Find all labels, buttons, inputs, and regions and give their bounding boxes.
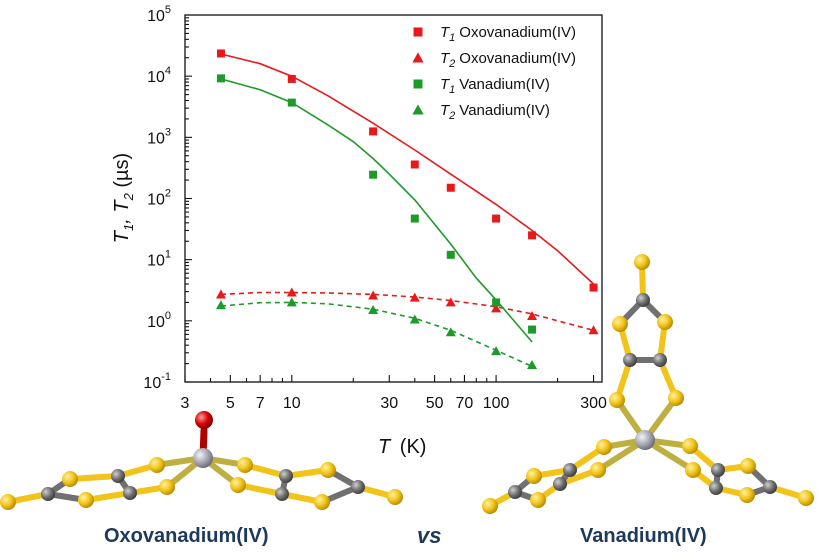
data-point-s3-3 xyxy=(409,314,420,324)
legend-marker-0 xyxy=(413,27,423,37)
legend-label-2: T1 Vanadium(IV) xyxy=(440,76,550,96)
data-point-s2-2 xyxy=(369,170,378,179)
y-axis-title: T1, T2 (µs) xyxy=(111,153,136,243)
caption-vanadium: Vanadium(IV) xyxy=(580,525,707,547)
y-tick-label: 104 xyxy=(147,65,171,86)
legend-marker-1 xyxy=(412,52,424,63)
data-point-s1-4 xyxy=(445,297,456,307)
y-axis: 10-1 100 101 102 103 104 105 xyxy=(143,4,192,392)
data-point-s1-7 xyxy=(588,325,599,335)
y-tick-label: 100 xyxy=(147,310,171,331)
x-tick-label: 10 xyxy=(283,395,301,412)
caption-vs: vs xyxy=(417,523,442,548)
y-tick-label: 105 xyxy=(147,4,171,25)
legend-label-0: T1 Oxovanadium(IV) xyxy=(440,24,576,44)
fit-curve-0 xyxy=(220,53,595,285)
plot-frame xyxy=(184,14,603,383)
fit-curves xyxy=(220,53,595,368)
x-tick-label: 7 xyxy=(256,395,265,412)
data-point-s2-6 xyxy=(528,325,537,334)
x-tick-label: 300 xyxy=(580,395,607,412)
x-tick-label: 3 xyxy=(181,395,190,412)
data-point-s3-4 xyxy=(445,327,456,337)
data-point-s1-0 xyxy=(215,289,226,299)
data-point-s2-1 xyxy=(287,98,296,107)
data-point-s3-2 xyxy=(368,305,379,315)
x-axis: 3 5 7 10 30 50 70 100 300 xyxy=(181,375,607,412)
vanadium-molecule xyxy=(482,254,814,514)
data-point-s0-7 xyxy=(589,283,598,292)
x-axis-unit: (K) xyxy=(400,436,427,458)
data-point-s2-5 xyxy=(492,298,501,307)
oxovanadium-molecule xyxy=(0,411,403,510)
y-tick-label: 101 xyxy=(147,249,171,270)
x-tick-label: 100 xyxy=(483,395,510,412)
y-tick-label: 102 xyxy=(147,188,171,209)
data-point-s3-6 xyxy=(527,359,538,369)
legend-label-1: T2 Oxovanadium(IV) xyxy=(440,50,576,70)
data-point-s3-0 xyxy=(215,300,226,310)
fit-curve-3 xyxy=(220,301,533,368)
data-point-s1-3 xyxy=(409,292,420,302)
data-point-s0-6 xyxy=(528,231,537,240)
legend-marker-3 xyxy=(412,104,424,115)
data-point-s2-0 xyxy=(216,74,225,83)
data-point-s2-3 xyxy=(410,214,419,223)
data-point-s3-1 xyxy=(286,297,297,307)
fit-curve-1 xyxy=(220,291,594,332)
data-point-s2-4 xyxy=(446,250,455,259)
x-axis-title: T (K) xyxy=(378,436,426,458)
data-point-s1-5 xyxy=(491,303,502,313)
data-point-s1-6 xyxy=(527,310,538,320)
x-tick-label: 70 xyxy=(456,395,474,412)
x-tick-label: 30 xyxy=(380,395,398,412)
data-point-s0-2 xyxy=(369,127,378,136)
data-point-s1-2 xyxy=(368,290,379,300)
data-point-s3-5 xyxy=(491,346,502,356)
data-point-s0-1 xyxy=(287,74,296,83)
legend-marker-2 xyxy=(413,79,423,89)
caption-oxovanadium: Oxovanadium(IV) xyxy=(104,525,269,547)
x-axis-symbol: T xyxy=(378,436,392,458)
y-tick-label: 10-1 xyxy=(143,371,171,392)
x-tick-label: 5 xyxy=(226,395,235,412)
data-point-s0-0 xyxy=(216,49,225,58)
data-point-s1-1 xyxy=(286,287,297,297)
x-tick-label: 50 xyxy=(426,395,444,412)
legend-label-3: T2 Vanadium(IV) xyxy=(440,102,550,122)
data-point-s0-3 xyxy=(410,160,419,169)
data-points xyxy=(215,49,599,369)
legend: T1 Oxovanadium(IV) T2 Oxovanadium(IV) T1 Vana… xyxy=(412,24,576,122)
data-point-s0-5 xyxy=(492,214,501,223)
data-point-s0-4 xyxy=(446,183,455,192)
y-tick-label: 103 xyxy=(147,126,171,147)
